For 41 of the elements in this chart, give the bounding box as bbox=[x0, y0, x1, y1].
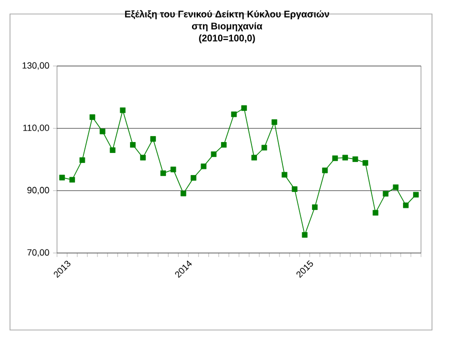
point bbox=[261, 144, 268, 150]
point bbox=[170, 166, 176, 172]
point bbox=[241, 105, 247, 111]
point bbox=[403, 202, 409, 208]
y-tick-label: 130,00 bbox=[22, 62, 50, 70]
point bbox=[221, 142, 227, 148]
point bbox=[332, 155, 338, 162]
point bbox=[292, 186, 298, 192]
point bbox=[180, 190, 186, 196]
chart-title: Εξέλιξη του Γενικού Δείκτη Κύκλου Εργασιών στη Βιομηχανία (2010=100,0) bbox=[125, 10, 330, 44]
point bbox=[392, 184, 399, 190]
point bbox=[382, 190, 388, 197]
point bbox=[231, 112, 237, 118]
point bbox=[160, 170, 166, 176]
point bbox=[352, 156, 358, 162]
point bbox=[69, 176, 75, 183]
point bbox=[100, 128, 106, 134]
point bbox=[372, 210, 378, 216]
point bbox=[190, 175, 196, 181]
point bbox=[140, 154, 146, 160]
point bbox=[150, 136, 156, 142]
point bbox=[110, 147, 116, 153]
point bbox=[59, 174, 65, 180]
y-tick-label: 110,00 bbox=[23, 124, 50, 132]
y-tick-label: 70,00 bbox=[27, 249, 50, 257]
point bbox=[90, 114, 96, 120]
point bbox=[342, 154, 348, 160]
point bbox=[251, 154, 257, 160]
point bbox=[302, 232, 308, 238]
point bbox=[120, 107, 126, 114]
y-tick-label: 90,00 bbox=[27, 186, 50, 194]
point bbox=[79, 157, 86, 163]
point bbox=[210, 151, 217, 157]
point bbox=[362, 160, 368, 166]
point bbox=[413, 192, 419, 198]
point bbox=[282, 172, 288, 178]
point bbox=[130, 142, 136, 148]
point bbox=[272, 119, 278, 125]
point bbox=[200, 164, 206, 170]
point bbox=[322, 168, 328, 174]
point bbox=[312, 204, 318, 210]
